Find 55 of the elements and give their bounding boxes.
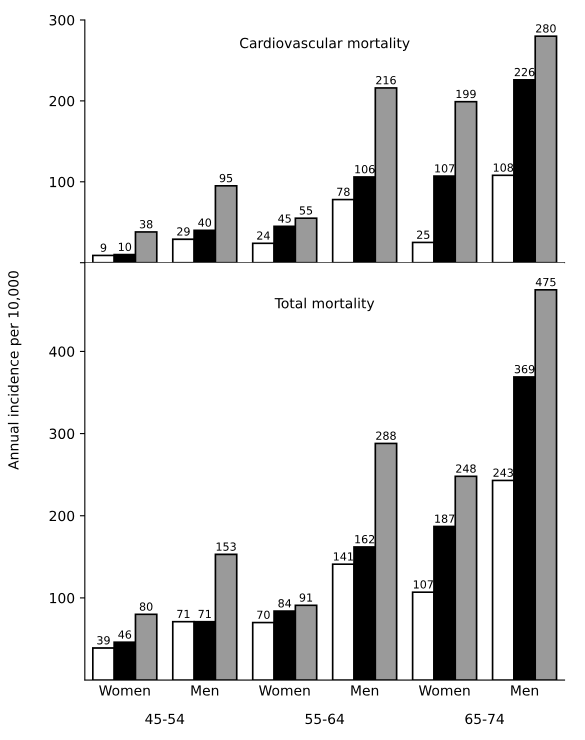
data-label: 55 [300,206,312,215]
data-label: 288 [376,432,396,440]
data-label: 29 [177,227,190,236]
y-tick-label: 300 [50,14,74,26]
data-label: 106 [355,164,375,174]
data-label: 107 [435,164,454,173]
x-tick-label: Men [191,685,218,696]
data-label: 9 [100,243,106,252]
text: 65-74 [465,714,504,724]
text: 55-64 [306,714,344,724]
data-label: 38 [140,220,152,228]
data-label: 369 [514,364,534,374]
x-tick-label: Women [418,685,470,696]
data-label: 39 [97,636,110,644]
data-label: 80 [140,602,152,611]
data-label: 162 [355,535,374,544]
data-label: 475 [536,278,556,286]
y-tick-label: 400 [49,346,74,357]
data-label: 45 [278,214,291,223]
data-label: 153 [216,542,236,551]
y-tick-label: 200 [50,510,74,522]
y-axis-title: Annual incidence per 10,000 [8,271,22,470]
data-label: 243 [493,468,513,477]
y-tick-label: 200 [50,96,74,106]
text: 45-54 [145,714,184,724]
data-label: 10 [118,242,132,252]
data-label: 46 [118,630,132,639]
x-tick-label: Men [351,685,378,696]
data-label: 91 [300,593,312,602]
data-label: 108 [494,163,514,172]
data-label: 84 [278,599,292,608]
data-label: 40 [198,218,212,227]
data-label: 216 [376,76,396,84]
data-label: 25 [417,230,430,239]
text: Total mortality [274,298,374,312]
y-tick-label: 300 [50,428,74,440]
data-label: 71 [177,610,190,618]
data-label: 187 [435,514,454,523]
data-label: 78 [337,188,350,196]
x-tick-label: Women [99,685,150,696]
data-label: 199 [456,90,476,98]
y-tick-label: 100 [50,176,74,188]
data-label: 226 [514,68,534,76]
data-label: 24 [257,231,270,240]
data-label: 141 [334,552,353,561]
data-label: 107 [414,580,433,589]
data-label: 70 [257,610,270,620]
x-tick-label: Women [259,685,310,696]
data-label: 71 [198,610,211,618]
y-tick-label: 100 [50,592,74,604]
x-tick-label: Men [511,685,538,696]
text: Cardiovascular mortality [240,38,410,51]
data-label: 248 [456,464,476,473]
data-label: 95 [220,174,232,182]
data-label: 280 [536,24,556,33]
